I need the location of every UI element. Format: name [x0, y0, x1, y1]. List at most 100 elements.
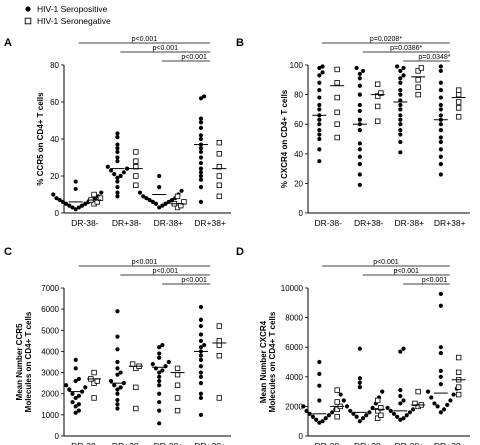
data-point-seropositive: [157, 421, 162, 426]
data-point-seronegative: [374, 81, 381, 87]
data-point-seropositive: [83, 385, 88, 390]
data-point-seropositive: [76, 376, 81, 382]
data-point-seropositive: [438, 107, 443, 112]
data-point-seropositive: [157, 185, 162, 190]
data-point-seropositive: [317, 122, 322, 127]
y-tick-label: 2000: [41, 390, 59, 399]
data-point-seropositive: [338, 392, 343, 397]
data-point-seropositive: [398, 102, 403, 108]
data-point-seronegative: [133, 405, 139, 412]
data-point-seronegative: [174, 395, 181, 401]
data-point-seropositive: [118, 370, 123, 375]
y-tick-label: 100: [290, 61, 304, 70]
data-point-seronegative: [374, 415, 381, 421]
data-point-seropositive: [70, 205, 75, 210]
panel-letter: C: [4, 246, 12, 258]
data-point-seropositive: [398, 122, 403, 127]
data-point-seropositive: [310, 414, 316, 419]
data-point-seropositive: [73, 186, 78, 192]
comparison-p-value: p<0.001: [373, 259, 399, 266]
data-point-seropositive: [73, 395, 78, 401]
comparison-p-value: p<0.001: [422, 277, 448, 284]
data-point-seropositive: [367, 410, 372, 415]
data-point-seronegative: [216, 338, 223, 344]
data-point-seropositive: [317, 359, 322, 365]
data-point-seronegative: [334, 109, 340, 116]
data-point-seropositive: [438, 122, 443, 127]
data-point-seronegative: [133, 173, 139, 179]
data-point-seropositive: [398, 388, 403, 393]
y-tick-label: 6000: [285, 343, 303, 352]
data-point-seropositive: [317, 371, 322, 376]
data-point-seropositive: [438, 64, 443, 69]
data-point-seronegative: [418, 65, 425, 71]
data-point-seropositive: [157, 351, 162, 356]
data-point-seropositive: [438, 68, 443, 74]
data-point-seronegative: [216, 193, 223, 200]
x-category-label: DR+38-: [112, 441, 142, 445]
data-point-seropositive: [157, 391, 162, 396]
data-point-seropositive: [354, 414, 359, 419]
data-point-seropositive: [198, 146, 204, 151]
data-point-seropositive: [398, 117, 403, 122]
data-point-seropositive: [441, 407, 447, 412]
data-point-seropositive: [307, 411, 312, 416]
y-tick-label: 5000: [41, 326, 59, 335]
data-point-seropositive: [70, 400, 75, 405]
y-tick-label: 10000: [281, 284, 304, 293]
data-point-seropositive: [115, 135, 120, 140]
x-category-label: DR-38-: [71, 441, 99, 445]
data-point-seropositive: [401, 346, 406, 351]
comparison-p-value: p<0.001: [393, 268, 419, 275]
data-point-seropositive: [160, 342, 165, 348]
data-point-seropositive: [198, 149, 204, 155]
chart-panel-a: A 0 20 40 60 80 % CCR5 on CD4+ T cells DR-38- DR…: [4, 36, 231, 228]
data-point-seropositive: [157, 345, 162, 350]
data-point-seropositive: [317, 128, 322, 133]
data-point-seropositive: [198, 133, 204, 138]
data-point-seronegative: [334, 80, 340, 86]
x-category-label: DR+38-: [112, 218, 142, 228]
data-point-seronegative: [216, 323, 223, 329]
data-point-seropositive: [115, 146, 120, 151]
data-point-seropositive: [398, 349, 403, 354]
y-tick-label: 80: [294, 91, 303, 100]
data-point-seropositive: [357, 71, 362, 76]
data-point-seropositive: [348, 408, 353, 413]
data-point-seropositive: [57, 197, 62, 203]
data-point-seropositive: [157, 205, 162, 210]
data-point-seronegative: [216, 395, 223, 401]
data-point-seropositive: [357, 117, 362, 122]
y-axis-label: % CCR5 on CD4+ T cells: [36, 92, 45, 186]
data-point-seropositive: [357, 141, 362, 146]
data-point-seropositive: [398, 128, 403, 133]
data-point-seropositive: [398, 417, 403, 422]
data-point-seropositive: [157, 383, 162, 388]
y-tick-label: 60: [294, 120, 303, 129]
data-point-seronegative: [374, 408, 381, 414]
data-point-seropositive: [438, 88, 443, 93]
data-point-seropositive: [108, 378, 114, 384]
data-point-seropositive: [398, 113, 403, 118]
data-point-seropositive: [198, 155, 204, 160]
data-point-seropositive: [398, 80, 403, 85]
data-point-seropositive: [105, 164, 110, 169]
comparison-p-value: p=0.0348*: [418, 54, 450, 61]
data-point-seropositive: [317, 420, 322, 425]
y-tick-label: 20: [50, 172, 59, 181]
y-tick-label: 40: [294, 150, 303, 159]
data-point-seropositive: [438, 128, 443, 133]
data-point-seronegative: [374, 118, 381, 124]
y-tick-label: 60: [50, 98, 59, 107]
y-axis-label-line: Mean Number CXCR4: [259, 320, 268, 403]
data-point-seronegative: [334, 399, 340, 405]
data-point-seropositive: [438, 80, 443, 85]
data-point-seropositive: [83, 201, 88, 206]
data-point-seropositive: [70, 391, 75, 396]
y-tick-label: 4000: [41, 347, 59, 356]
data-point-seronegative: [455, 99, 462, 105]
data-point-seropositive: [198, 177, 204, 182]
data-point-seronegative: [174, 193, 181, 200]
data-point-seronegative: [174, 407, 181, 414]
x-category-label: DR-38+: [394, 441, 424, 445]
